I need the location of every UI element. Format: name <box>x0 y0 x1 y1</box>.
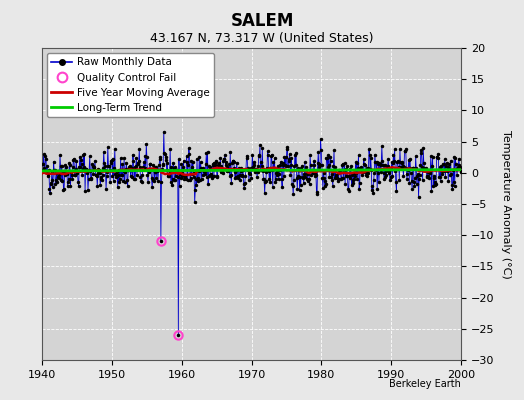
Legend: Raw Monthly Data, Quality Control Fail, Five Year Moving Average, Long-Term Tren: Raw Monthly Data, Quality Control Fail, … <box>47 53 214 117</box>
Text: SALEM: SALEM <box>231 12 293 30</box>
Text: 43.167 N, 73.317 W (United States): 43.167 N, 73.317 W (United States) <box>150 32 374 45</box>
Text: Berkeley Earth: Berkeley Earth <box>389 379 461 389</box>
Y-axis label: Temperature Anomaly (°C): Temperature Anomaly (°C) <box>501 130 511 278</box>
